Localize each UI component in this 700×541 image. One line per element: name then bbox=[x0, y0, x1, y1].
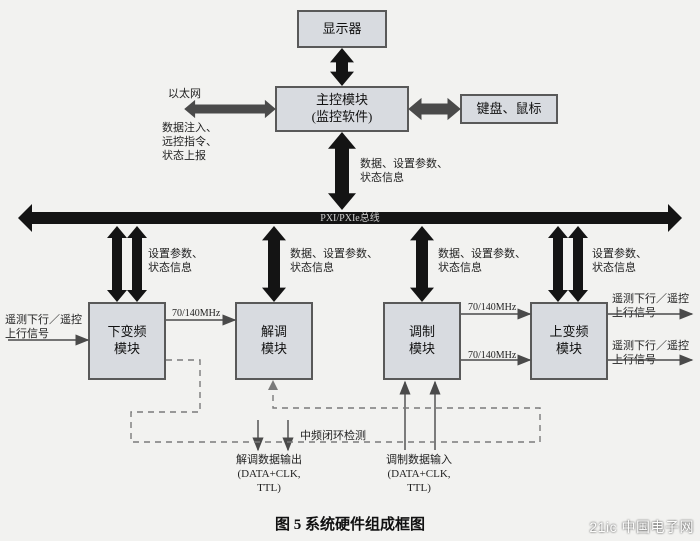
thick-arrow-display-main bbox=[330, 48, 354, 86]
node-kbms: 键盘、鼠标 bbox=[460, 94, 558, 124]
node-mod: 调制 模块 bbox=[383, 302, 461, 380]
label-ethernet-desc: 数据注入、 远控指令、 状态上报 bbox=[162, 122, 217, 163]
label-ethernet-title: 以太网 bbox=[168, 88, 201, 102]
thick-arrow-bus-demod bbox=[262, 226, 286, 302]
node-demod-label: 解调 模块 bbox=[261, 324, 287, 358]
thick-arrow-bus-downconv-2 bbox=[127, 226, 147, 302]
node-main-label: 主控模块 (监控软件) bbox=[312, 92, 373, 126]
h-arrow-main-kbms bbox=[409, 99, 460, 119]
thick-arrow-main-bus bbox=[328, 132, 356, 210]
node-demod: 解调 模块 bbox=[235, 302, 313, 380]
label-demod-bus: 数据、设置参数、 状态信息 bbox=[290, 248, 378, 276]
label-if-loop: 中频闭环检测 bbox=[300, 430, 366, 444]
label-upconv-bus: 设置参数、 状态信息 bbox=[592, 248, 647, 276]
node-main: 主控模块 (监控软件) bbox=[275, 86, 409, 132]
node-upconv-label: 上变频 模块 bbox=[549, 324, 588, 358]
label-in-signal: 遥测下行／遥控 上行信号 bbox=[5, 314, 82, 342]
node-display-label: 显示器 bbox=[322, 21, 361, 38]
label-freq2: 70/140MHz bbox=[468, 302, 516, 315]
node-downconv-label: 下变频 模块 bbox=[107, 324, 146, 358]
node-kbms-label: 键盘、鼠标 bbox=[476, 101, 541, 118]
label-out-top: 遥测下行／遥控 上行信号 bbox=[612, 293, 689, 321]
label-out-bot: 遥测下行／遥控 上行信号 bbox=[612, 340, 689, 368]
thick-arrow-bus-mod bbox=[410, 226, 434, 302]
node-downconv: 下变频 模块 bbox=[88, 302, 166, 380]
watermark: 21ic 中国电子网 bbox=[589, 517, 694, 537]
thick-arrow-bus-upconv-1 bbox=[548, 226, 568, 302]
thick-arrow-bus-downconv-1 bbox=[107, 226, 127, 302]
dashed-loop-arrowhead bbox=[268, 380, 278, 390]
label-freq1: 70/140MHz bbox=[172, 308, 220, 321]
label-freq3: 70/140MHz bbox=[468, 350, 516, 363]
h-arrow-ethernet bbox=[185, 101, 275, 117]
label-mod-bus: 数据、设置参数、 状态信息 bbox=[438, 248, 526, 276]
label-main-bus-desc: 数据、设置参数、 状态信息 bbox=[360, 158, 448, 186]
label-mod-in: 调制数据输入 (DATA+CLK, TTL) bbox=[386, 454, 452, 495]
label-downconv-bus: 设置参数、 状态信息 bbox=[148, 248, 203, 276]
node-mod-label: 调制 模块 bbox=[409, 324, 435, 358]
label-demod-out: 解调数据输出 (DATA+CLK, TTL) bbox=[236, 454, 302, 495]
node-display: 显示器 bbox=[297, 10, 387, 48]
node-upconv: 上变频 模块 bbox=[530, 302, 608, 380]
thick-arrow-bus-upconv-2 bbox=[568, 226, 588, 302]
bus-label: PXI/PXIe总线 bbox=[320, 211, 379, 224]
bus-bar: PXI/PXIe总线 bbox=[18, 204, 682, 232]
